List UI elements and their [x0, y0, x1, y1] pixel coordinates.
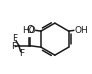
Text: F: F	[19, 49, 24, 58]
Text: O: O	[26, 25, 34, 35]
Text: F: F	[11, 42, 16, 51]
Text: HO: HO	[22, 26, 36, 35]
Text: OH: OH	[74, 26, 88, 35]
Text: F: F	[12, 34, 17, 43]
